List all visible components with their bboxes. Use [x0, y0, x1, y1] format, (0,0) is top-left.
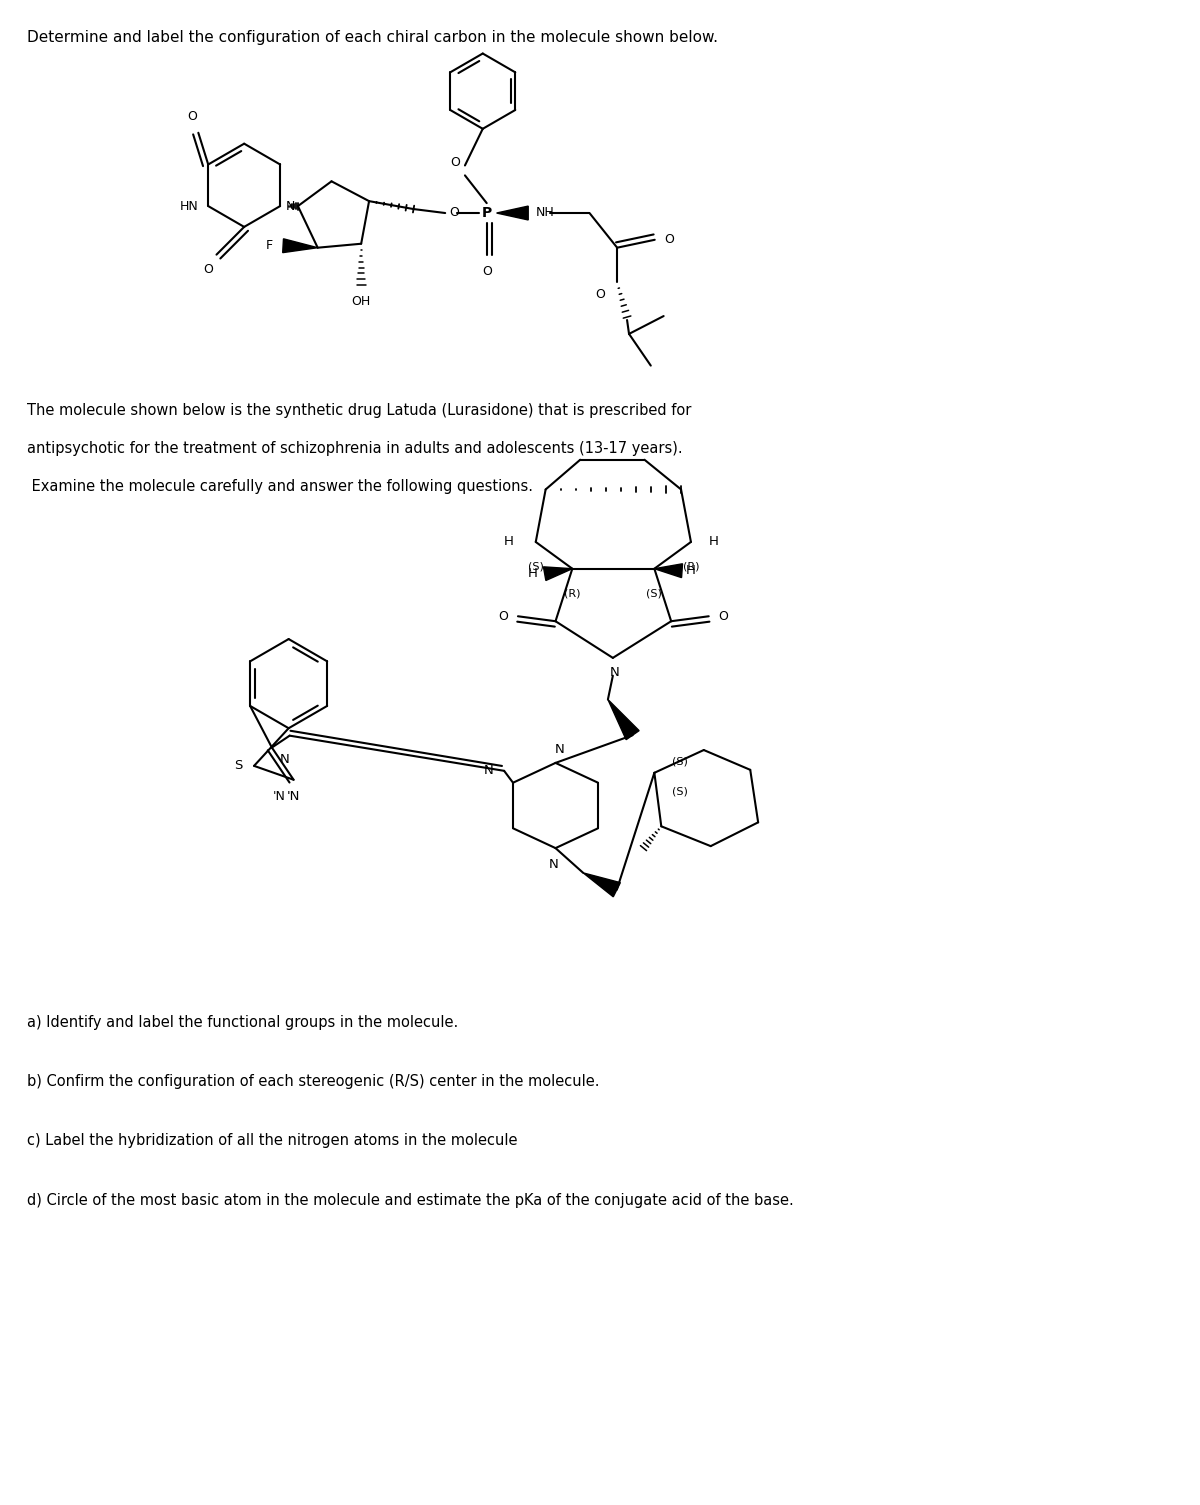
Text: (S): (S): [672, 757, 688, 768]
Text: H: H: [686, 564, 696, 578]
Text: O: O: [187, 110, 197, 123]
Text: OH: OH: [352, 295, 371, 309]
Text: N: N: [548, 858, 558, 871]
Text: Examine the molecule carefully and answer the following questions.: Examine the molecule carefully and answe…: [26, 479, 533, 494]
Text: O: O: [498, 610, 508, 623]
Text: NH: NH: [536, 206, 554, 218]
Polygon shape: [608, 700, 640, 739]
Text: The molecule shown below is the synthetic drug Latuda (Lurasidone) that is presc: The molecule shown below is the syntheti…: [26, 403, 691, 418]
Text: O: O: [449, 206, 460, 218]
Text: O: O: [481, 265, 492, 277]
Text: (S): (S): [647, 588, 662, 599]
Text: (S): (S): [528, 561, 544, 572]
Text: H: H: [504, 536, 514, 548]
Text: F: F: [266, 239, 274, 253]
Text: d) Circle of the most basic atom in the molecule and estimate the pKa of the con: d) Circle of the most basic atom in the …: [26, 1193, 793, 1209]
Polygon shape: [583, 873, 620, 897]
Text: N: N: [286, 200, 295, 212]
Text: N: N: [280, 752, 289, 766]
Polygon shape: [283, 239, 318, 253]
Text: N: N: [554, 743, 564, 756]
Text: N: N: [610, 665, 619, 679]
Text: H: H: [528, 567, 538, 579]
Text: (R): (R): [564, 588, 581, 599]
Text: 'N: 'N: [272, 790, 286, 802]
Text: O: O: [665, 233, 674, 247]
Text: 'N: 'N: [287, 790, 300, 802]
Text: antipsychotic for the treatment of schizophrenia in adults and adolescents (13-1: antipsychotic for the treatment of schiz…: [26, 441, 683, 456]
Text: a) Identify and label the functional groups in the molecule.: a) Identify and label the functional gro…: [26, 1014, 458, 1029]
Text: c) Label the hybridization of all the nitrogen atoms in the molecule: c) Label the hybridization of all the ni…: [26, 1133, 517, 1148]
Text: O: O: [450, 157, 460, 170]
Polygon shape: [654, 564, 683, 578]
Polygon shape: [497, 206, 528, 220]
Text: P: P: [481, 206, 492, 220]
Text: O: O: [719, 610, 728, 623]
Text: (S): (S): [672, 787, 688, 796]
Text: HN: HN: [180, 200, 198, 212]
Text: O: O: [595, 287, 605, 301]
Text: N: N: [484, 765, 493, 777]
Text: b) Confirm the configuration of each stereogenic (R/S) center in the molecule.: b) Confirm the configuration of each ste…: [26, 1075, 599, 1090]
Text: (R): (R): [683, 561, 700, 572]
Text: S: S: [234, 760, 242, 772]
Text: O: O: [204, 262, 214, 275]
Text: H: H: [709, 536, 719, 548]
Polygon shape: [544, 567, 572, 581]
Text: Determine and label the configuration of each chiral carbon in the molecule show: Determine and label the configuration of…: [26, 30, 718, 45]
